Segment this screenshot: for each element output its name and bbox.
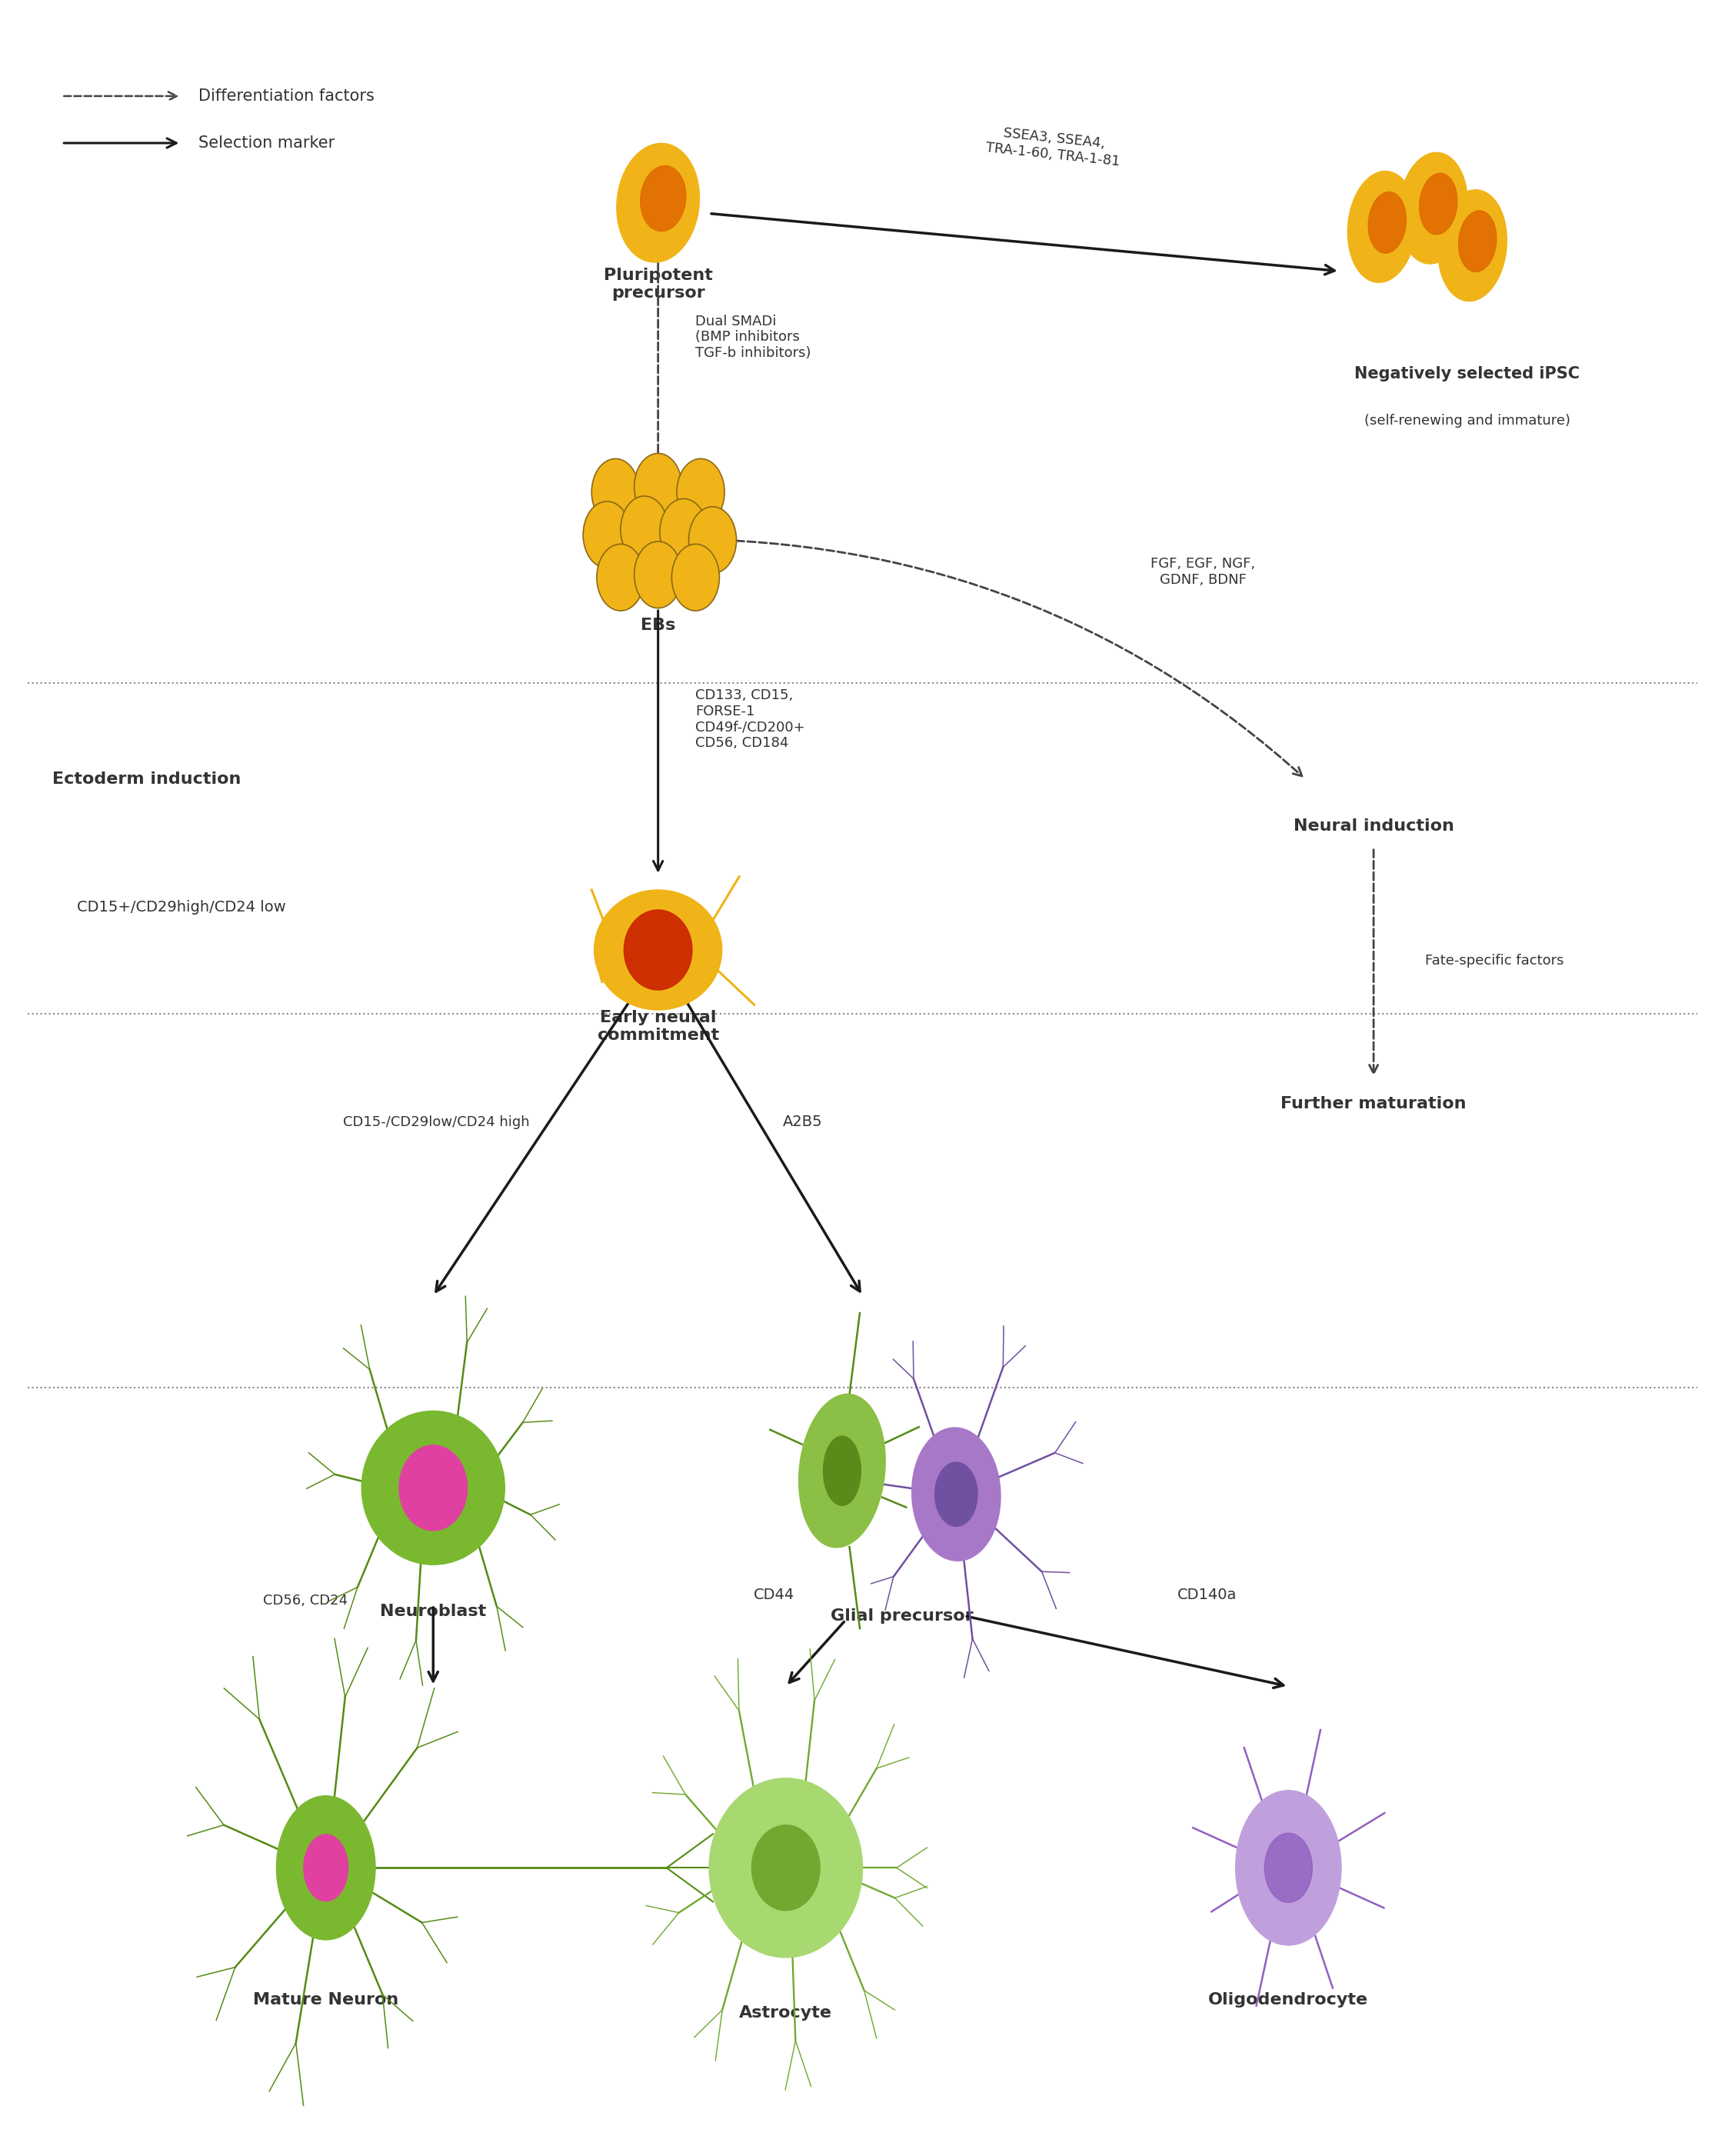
Ellipse shape <box>635 453 681 520</box>
Text: (self-renewing and immature): (self-renewing and immature) <box>1364 414 1570 427</box>
Ellipse shape <box>676 459 724 526</box>
Text: Dual SMADi
(BMP inhibitors
TGF-b inhibitors): Dual SMADi (BMP inhibitors TGF-b inhibit… <box>695 315 811 360</box>
Ellipse shape <box>616 142 699 263</box>
Ellipse shape <box>276 1796 376 1940</box>
Ellipse shape <box>709 1779 862 1958</box>
Text: CD15+/CD29high/CD24 low: CD15+/CD29high/CD24 low <box>76 899 286 914</box>
Text: Fate-specific factors: Fate-specific factors <box>1425 953 1563 968</box>
Text: Negatively selected iPSC: Negatively selected iPSC <box>1354 367 1580 382</box>
Ellipse shape <box>640 166 687 231</box>
Text: FGF, EGF, NGF,
GDNF, BDNF: FGF, EGF, NGF, GDNF, BDNF <box>1151 556 1256 586</box>
Ellipse shape <box>752 1826 819 1910</box>
Text: Neuroblast: Neuroblast <box>380 1604 486 1619</box>
Ellipse shape <box>935 1462 978 1526</box>
Ellipse shape <box>398 1445 467 1531</box>
Text: A2B5: A2B5 <box>783 1115 823 1130</box>
Text: SSEA3, SSEA4,
TRA-1-60, TRA-1-81: SSEA3, SSEA4, TRA-1-60, TRA-1-81 <box>985 125 1121 168</box>
Ellipse shape <box>671 543 719 610</box>
Text: Neural induction: Neural induction <box>1294 819 1454 834</box>
Text: Further maturation: Further maturation <box>1280 1095 1466 1110</box>
Text: Glial precursor: Glial precursor <box>830 1608 973 1623</box>
Text: CD133, CD15,
FORSE-1
CD49f-/CD200+
CD56, CD184: CD133, CD15, FORSE-1 CD49f-/CD200+ CD56,… <box>695 688 806 750</box>
Ellipse shape <box>659 498 707 565</box>
Text: Ectoderm induction: Ectoderm induction <box>53 772 242 787</box>
Ellipse shape <box>1368 192 1406 252</box>
Text: Early neural
commitment: Early neural commitment <box>597 1011 719 1044</box>
Ellipse shape <box>1439 190 1508 302</box>
Ellipse shape <box>1420 172 1458 235</box>
Ellipse shape <box>583 502 631 567</box>
Ellipse shape <box>1347 170 1416 282</box>
Ellipse shape <box>362 1410 505 1565</box>
Text: CD56, CD24: CD56, CD24 <box>264 1593 348 1608</box>
Ellipse shape <box>635 541 681 608</box>
Text: CD140a: CD140a <box>1178 1587 1237 1602</box>
Ellipse shape <box>624 910 692 990</box>
Ellipse shape <box>593 890 723 1009</box>
Ellipse shape <box>688 507 737 573</box>
Ellipse shape <box>304 1835 348 1902</box>
Ellipse shape <box>597 543 645 610</box>
Ellipse shape <box>823 1436 861 1505</box>
Ellipse shape <box>621 496 668 563</box>
Ellipse shape <box>1459 211 1497 272</box>
Text: Astrocyte: Astrocyte <box>740 2005 833 2020</box>
Text: Selection marker: Selection marker <box>198 136 335 151</box>
Ellipse shape <box>1399 153 1468 263</box>
Text: EBs: EBs <box>640 619 676 634</box>
Text: Oligodendrocyte: Oligodendrocyte <box>1209 1992 1368 2007</box>
Text: CD44: CD44 <box>754 1587 794 1602</box>
Ellipse shape <box>913 1427 1000 1561</box>
Ellipse shape <box>1264 1833 1313 1902</box>
Ellipse shape <box>799 1395 885 1548</box>
Ellipse shape <box>1235 1789 1342 1945</box>
Text: Pluripotent
precursor: Pluripotent precursor <box>604 267 712 300</box>
Text: Differentiation factors: Differentiation factors <box>198 88 374 103</box>
Text: Mature Neuron: Mature Neuron <box>254 1992 398 2007</box>
Ellipse shape <box>592 459 640 526</box>
Text: CD15-/CD29low/CD24 high: CD15-/CD29low/CD24 high <box>343 1115 530 1130</box>
